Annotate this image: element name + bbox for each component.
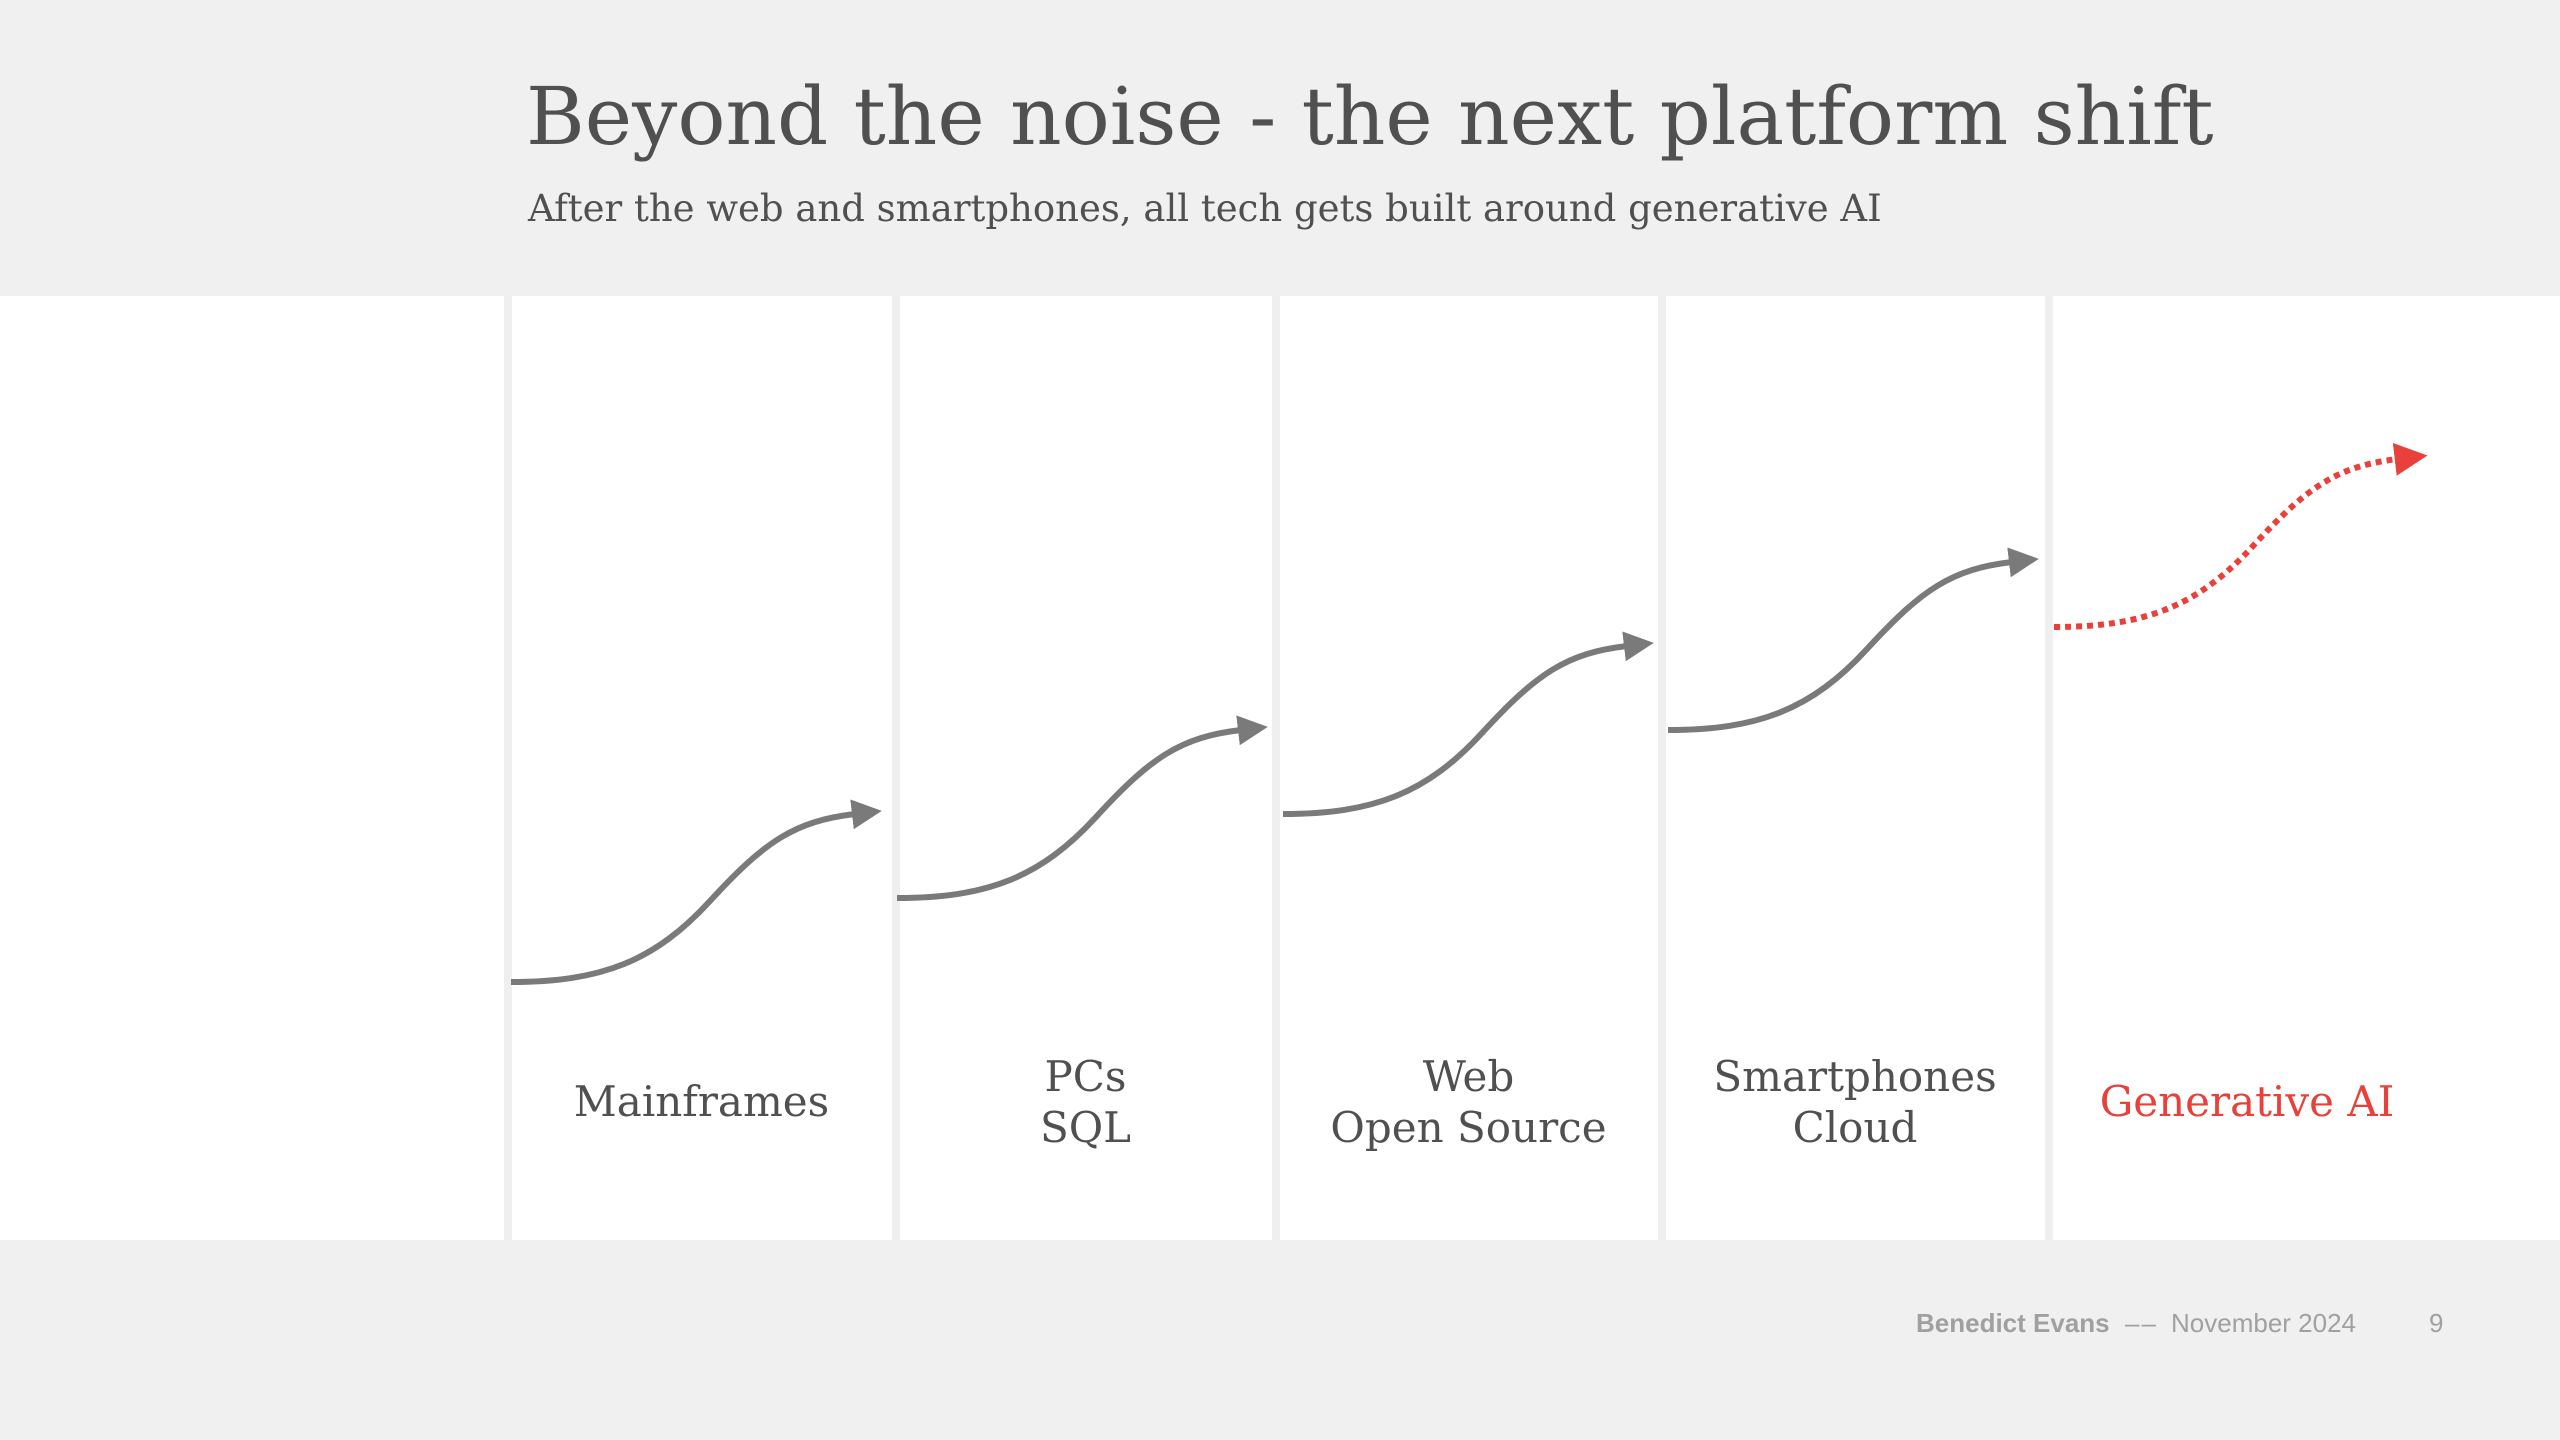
footer-date: November 2024 xyxy=(2171,1308,2356,1338)
slide-subtitle: After the web and smartphones, all tech … xyxy=(528,187,1882,230)
slide-footer: Benedict Evans –– November 2024 9 xyxy=(0,1300,2560,1346)
column-divider xyxy=(1272,296,1280,1240)
page-number: 9 xyxy=(2429,1308,2444,1338)
era-label-mainframes: Mainframes xyxy=(573,1077,830,1126)
arrows-canvas xyxy=(510,442,2428,985)
column-divider xyxy=(504,296,512,1240)
footer-separator: –– xyxy=(2125,1308,2158,1338)
smartphones-arrow xyxy=(1667,547,2039,733)
era-label-web: Web Open Source xyxy=(1330,1052,1607,1152)
era-label-generative-ai: Generative AI xyxy=(2099,1077,2395,1126)
mainframes-arrow xyxy=(510,799,882,985)
column-divider xyxy=(1658,296,1666,1240)
era-label-smartphones: Smartphones Cloud xyxy=(1713,1052,1997,1152)
column-divider xyxy=(2045,296,2053,1240)
era-label-pcs: PCs SQL xyxy=(1039,1052,1132,1152)
web-arrow xyxy=(1282,631,1654,817)
generative-ai-arrow xyxy=(2053,442,2428,630)
footer-author: Benedict Evans xyxy=(1916,1308,2110,1338)
slide-title: Beyond the noise - the next platform shi… xyxy=(526,70,2214,163)
pcs-arrow xyxy=(896,715,1268,901)
platform-shift-diagram: Mainframes PCs SQL Web Open Source Smart… xyxy=(0,296,2560,1240)
column-divider xyxy=(892,296,900,1240)
